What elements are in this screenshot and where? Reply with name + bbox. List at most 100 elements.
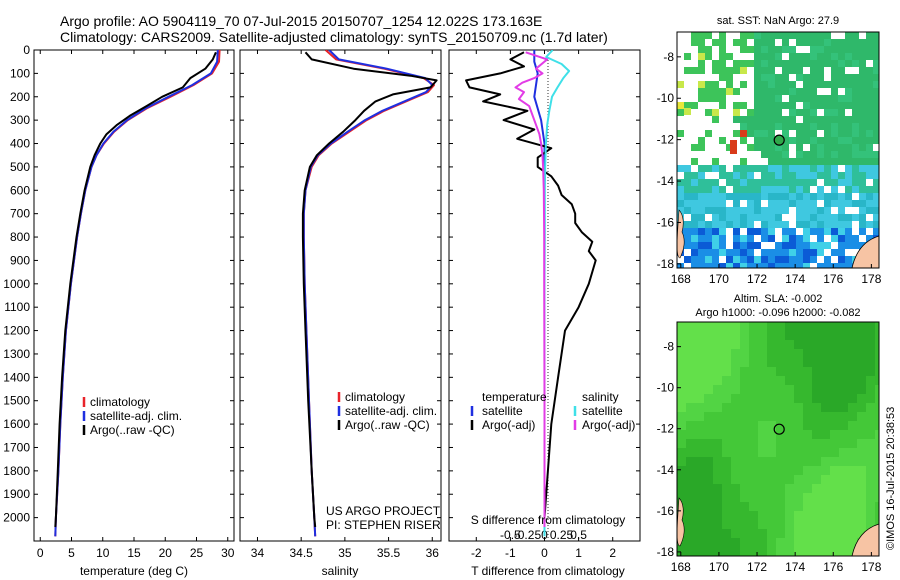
sst-cell [845, 130, 852, 137]
sla-cell [821, 403, 830, 412]
sst-cell [796, 165, 803, 172]
sla-cell [767, 439, 776, 448]
sla-cell [767, 547, 776, 556]
sst-cell [719, 207, 726, 214]
sst-cell [852, 116, 859, 123]
sla-cell [695, 412, 704, 421]
sst-cell [740, 102, 747, 109]
sla-cell [866, 448, 875, 457]
sla-cell [677, 385, 686, 394]
sla-cell [767, 385, 776, 394]
sst-map-title: sat. SST: NaN Argo: 27.9 [717, 15, 839, 27]
sla-cell [839, 322, 848, 331]
sst-cell [810, 116, 817, 123]
sst-cell [817, 74, 824, 81]
sst-cell [733, 256, 740, 263]
sla-cell [677, 466, 686, 475]
sla-cell [803, 493, 812, 502]
sla-cell [767, 322, 776, 331]
sst-cell [810, 179, 817, 186]
sst-cell [761, 249, 768, 256]
sst-cell [831, 137, 838, 144]
sla-cell [803, 340, 812, 349]
sst-cell [754, 109, 761, 116]
sla-cell [857, 331, 866, 340]
sst-cell [873, 109, 879, 116]
sla-cell [875, 430, 879, 439]
sla-cell [713, 475, 722, 484]
sst-cell [754, 242, 761, 249]
sla-cell [704, 385, 713, 394]
sla-cell [704, 547, 713, 556]
sst-cell [852, 123, 859, 130]
sla-cell [803, 502, 812, 511]
sst-cell [747, 179, 754, 186]
sla-cell [866, 466, 875, 475]
sla-cell [794, 466, 803, 475]
sla-cell [686, 457, 695, 466]
sla-cell [776, 421, 785, 430]
sla-cell [704, 520, 713, 529]
sla-cell [740, 394, 749, 403]
sla-cell [812, 484, 821, 493]
sst-cell [796, 88, 803, 95]
sst-cell [740, 81, 747, 88]
sst-cell [754, 60, 761, 67]
sst-cell [789, 67, 796, 74]
sla-cell [749, 538, 758, 547]
sst-cell [873, 39, 879, 46]
map-x-tick-label: 170 [709, 560, 729, 574]
sla-cell [875, 421, 879, 430]
sla-cell [785, 439, 794, 448]
sla-cell [839, 349, 848, 358]
sla-cell [830, 502, 839, 511]
sst-cell [845, 186, 852, 193]
sst-cell [866, 144, 873, 151]
sla-cell [767, 376, 776, 385]
sst-cell [859, 193, 866, 200]
sla-cell [875, 439, 879, 448]
sla-cell [677, 421, 686, 430]
sst-cell [712, 200, 719, 207]
sst-cell [789, 200, 796, 207]
sst-cell [803, 235, 810, 242]
sst-cell [831, 53, 838, 60]
sla-cell [704, 493, 713, 502]
sst-cell [873, 137, 879, 144]
sst-cell [782, 81, 789, 88]
sla-cell [758, 403, 767, 412]
sst-cell [740, 67, 747, 74]
salinity-panel: 34 34.5 35 35.5 36 climatology satellite-adj… [239, 49, 442, 578]
sst-cell [789, 179, 796, 186]
sst-cell [768, 256, 775, 263]
sla-cell [713, 421, 722, 430]
sla-cell [731, 385, 740, 394]
sla-cell [695, 367, 704, 376]
map-x-tick-label: 168 [671, 272, 691, 286]
sla-cell [830, 403, 839, 412]
sst-cell [803, 186, 810, 193]
sla-cell [704, 475, 713, 484]
sla-cell [839, 439, 848, 448]
sst-cell [740, 137, 747, 144]
sst-cell [838, 158, 845, 165]
sla-cell [821, 448, 830, 457]
sla-cell [776, 358, 785, 367]
sst-cell [684, 102, 691, 109]
sla-cell [839, 421, 848, 430]
sst-cell [852, 95, 859, 102]
sst-cell [691, 221, 698, 228]
sst-cell [859, 200, 866, 207]
map-x-tick-label: 176 [823, 560, 843, 574]
sst-cell [768, 207, 775, 214]
sla-cell [785, 430, 794, 439]
sla-cell [821, 358, 830, 367]
sla-cell [821, 493, 830, 502]
sst-cell [775, 32, 782, 39]
sla-cell [704, 421, 713, 430]
sla-cell [830, 538, 839, 547]
sla-cell [731, 538, 740, 547]
sst-cell [789, 242, 796, 249]
sst-cell [810, 242, 817, 249]
sla-cell [776, 502, 785, 511]
